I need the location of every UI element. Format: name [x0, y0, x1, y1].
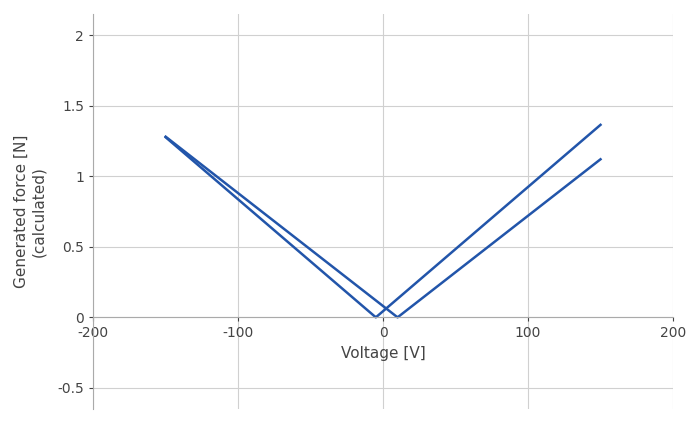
X-axis label: Voltage [V]: Voltage [V]: [341, 346, 426, 361]
Y-axis label: Generated force [N]
(calculated): Generated force [N] (calculated): [14, 135, 46, 288]
